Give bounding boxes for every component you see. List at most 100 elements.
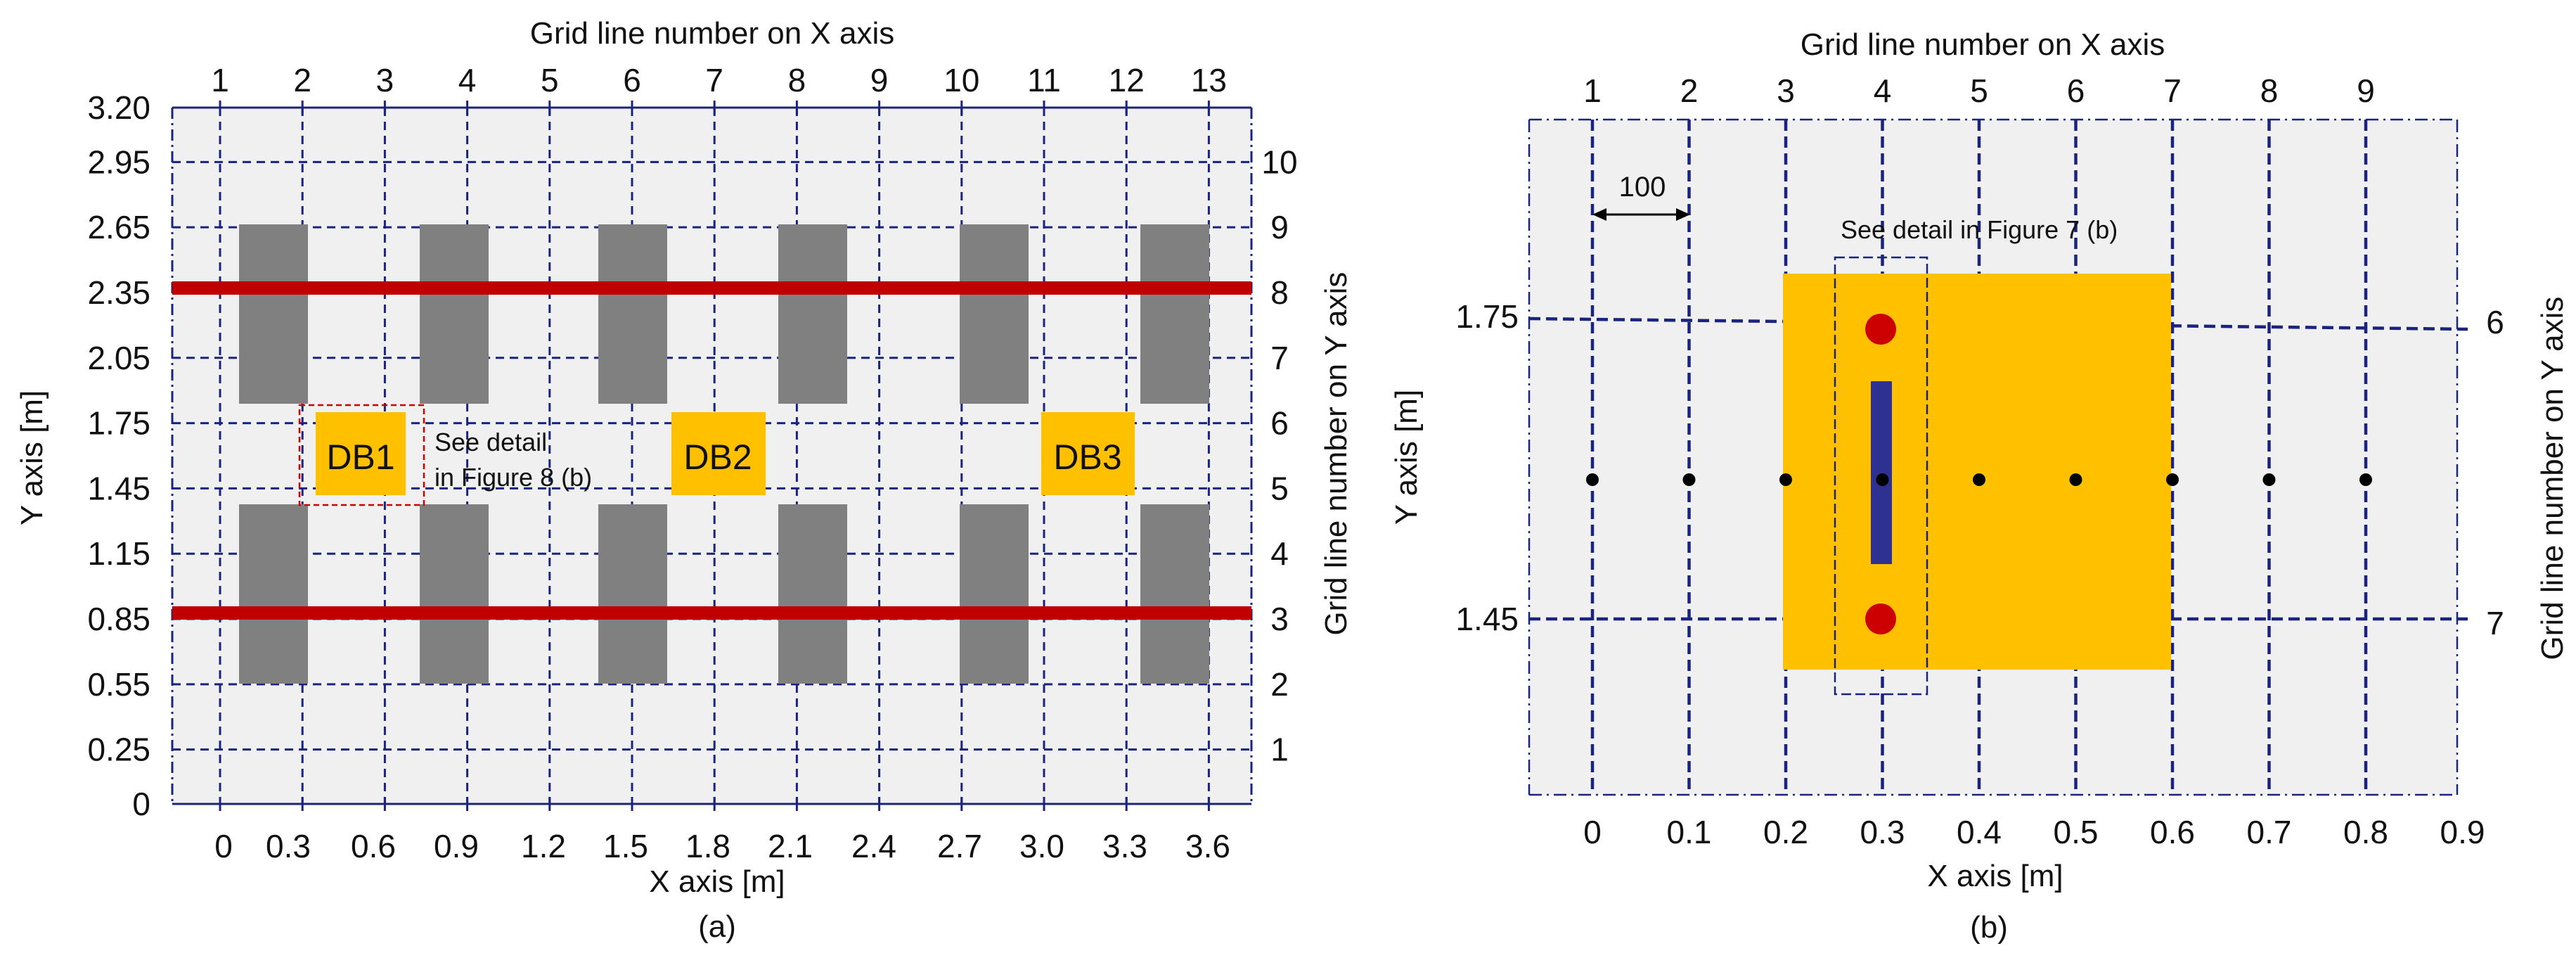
x-tick-label: 0.9: [434, 828, 479, 864]
column-block-upper-2: [420, 224, 489, 404]
x-grid-number: 10: [944, 62, 979, 98]
b-x-tick-label: 0.4: [1957, 814, 2002, 850]
b-x-tick-label: 0.2: [1763, 814, 1808, 850]
rail-lower: [172, 606, 1251, 620]
db3-box: [1041, 412, 1135, 495]
column-block-upper-1: [239, 224, 308, 404]
panel-a-detail-note-line2: in Figure 8 (b): [434, 463, 592, 492]
x-grid-number: 13: [1191, 62, 1227, 98]
panel-b-grid: [1528, 118, 2468, 796]
b-x-grid-number: 7: [2163, 72, 2182, 109]
db3-label: DB3: [1053, 437, 1121, 477]
panel-b-right-axis-label: Grid line number on Y axis: [2535, 297, 2570, 660]
x-grid-number: 9: [870, 62, 889, 98]
x-grid-number: 2: [293, 62, 311, 98]
y-tick-label: 2.35: [87, 274, 150, 311]
x-tick-label: 0.6: [351, 828, 396, 864]
b-x-grid-number: 3: [1777, 72, 1795, 109]
y-tick-label: 0.85: [87, 601, 150, 637]
b-point-9: [2359, 473, 2372, 486]
panel-a-right-axis-label: Grid line number on Y axis: [1319, 272, 1353, 636]
x-tick-label: 2.7: [937, 828, 982, 864]
db2-label: DB2: [683, 437, 752, 477]
column-block-upper-5: [960, 224, 1029, 404]
x-tick-label: 1.2: [521, 828, 566, 864]
b-x-tick-label: 0.6: [2150, 814, 2195, 850]
x-grid-number: 6: [623, 62, 641, 98]
b-point-4: [1876, 473, 1889, 486]
b-x-grid-number: 4: [1874, 72, 1892, 109]
y-tick-label: 0.55: [87, 666, 150, 703]
b-x-grid-number: 1: [1583, 72, 1602, 109]
dimension-arrow-right: [1676, 208, 1690, 221]
x-grid-number: 12: [1109, 62, 1145, 98]
b-sensor-upper: [1865, 314, 1896, 345]
y-grid-number: 7: [1270, 340, 1289, 376]
panel-a-top-title: Grid line number on X axis: [530, 16, 894, 51]
b-blue-beam: [1871, 381, 1892, 564]
x-tick-label: 2.4: [851, 828, 896, 864]
y-tick-label: 1.75: [87, 405, 150, 442]
y-grid-number: 3: [1270, 601, 1289, 637]
x-grid-number: 5: [541, 62, 559, 98]
panel-b-detail-note: See detail in Figure 7 (b): [1841, 215, 2118, 244]
b-point-7: [2166, 473, 2179, 486]
b-x-tick-label: 0.1: [1667, 814, 1712, 850]
b-y-tick-label: 1.45: [1455, 601, 1519, 637]
panel-a-shapes: [172, 224, 1251, 684]
column-block-lower-3: [598, 504, 667, 684]
b-point-3: [1779, 473, 1792, 486]
column-block-lower-1: [239, 504, 308, 684]
x-tick-label: 3.3: [1102, 828, 1147, 864]
b-x-grid-number: 6: [2067, 72, 2085, 109]
b-y-grid-line-6: [1528, 317, 2468, 331]
b-x-grid-number: 9: [2357, 72, 2375, 109]
y-grid-number: 2: [1270, 666, 1289, 703]
panel-b-shapes: [1586, 208, 2372, 696]
panel-b-top-title: Grid line number on X axis: [1801, 27, 2165, 62]
column-block-lower-2: [420, 504, 489, 684]
panel-a-tick-labels: 1 2 3 4 5 6 7 8 9 10 11 12 130 0.3 0.6 0.9 1.2 1.5 1.8 2.1 2…: [87, 62, 1297, 864]
y-grid-number: 8: [1270, 274, 1289, 311]
column-block-lower-6: [1140, 504, 1209, 684]
panel-a: 1 2 3 4 5 6 7 8 9 10 11 12 130 0.3 0.6 0.9 1.2 1.5 1.8 2.1 2…: [15, 16, 1353, 944]
x-grid-number: 11: [1027, 62, 1061, 98]
b-point-1: [1586, 473, 1599, 486]
y-tick-label: 2.65: [87, 209, 150, 245]
b-y-grid-number: 7: [2486, 605, 2504, 641]
b-y-grid-number: 6: [2486, 304, 2504, 340]
x-tick-label: 3.6: [1185, 828, 1230, 864]
y-tick-label: 2.95: [87, 143, 150, 180]
x-tick-label: 2.1: [768, 828, 813, 864]
x-grid-number: 3: [376, 62, 394, 98]
x-tick-label: 0.3: [266, 828, 311, 864]
x-tick-label: 1.8: [685, 828, 730, 864]
panel-a-detail-note-line1: See detail: [434, 428, 547, 456]
y-tick-label: 0: [132, 786, 150, 822]
dimension-label: 100: [1619, 172, 1666, 203]
b-point-6: [2069, 473, 2082, 486]
column-block-upper-6: [1140, 224, 1209, 404]
b-x-tick-label: 0.3: [1860, 814, 1905, 850]
b-x-grid-number: 5: [1970, 72, 1988, 109]
b-point-2: [1682, 473, 1696, 486]
panel-b-y-axis-label: Y axis [m]: [1389, 390, 1424, 525]
y-tick-label: 3.20: [87, 89, 150, 126]
y-tick-label: 1.15: [87, 535, 150, 572]
x-grid-number: 7: [705, 62, 723, 98]
y-grid-number: 6: [1270, 405, 1289, 442]
db1-box: [316, 412, 406, 495]
column-block-lower-5: [960, 504, 1029, 684]
b-yellow-region: [1783, 274, 2171, 670]
column-block-lower-4: [778, 504, 847, 684]
column-block-upper-4: [778, 224, 847, 404]
b-x-tick-label: 0.8: [2343, 814, 2388, 850]
y-grid-number: 9: [1270, 209, 1289, 245]
db2-box: [671, 412, 766, 495]
x-grid-number: 8: [788, 62, 806, 98]
b-x-tick-label: 0.5: [2054, 814, 2099, 850]
x-tick-label: 1.5: [603, 828, 648, 864]
y-grid-number: 4: [1270, 535, 1289, 572]
b-y-tick-label: 1.75: [1455, 298, 1519, 335]
